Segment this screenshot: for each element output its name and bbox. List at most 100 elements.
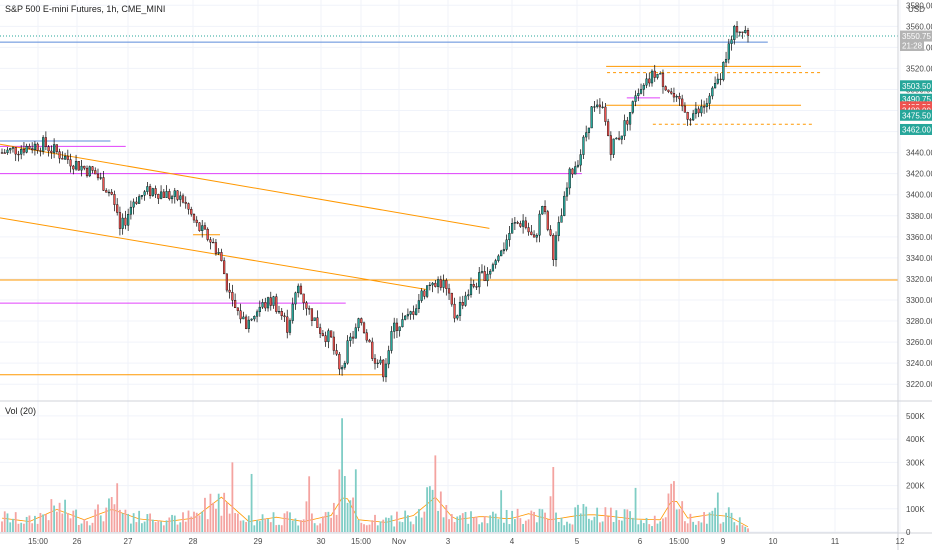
candle-body xyxy=(360,318,363,324)
candle-body xyxy=(261,302,264,308)
volume-bar xyxy=(239,520,242,532)
trend-line[interactable] xyxy=(0,217,427,290)
candle-body xyxy=(598,104,601,108)
candle-body xyxy=(661,73,665,87)
candle-body xyxy=(72,165,75,170)
volume-bar xyxy=(730,512,733,532)
volume-bar xyxy=(190,516,193,532)
candle-body xyxy=(524,220,527,228)
drawing-lines[interactable] xyxy=(0,41,898,376)
candle-body xyxy=(659,73,662,75)
candle-body xyxy=(406,314,410,317)
volume-bar xyxy=(308,476,311,532)
candle-body xyxy=(574,166,577,175)
volume-bar xyxy=(286,511,289,532)
candle-body xyxy=(192,213,196,221)
candle-body xyxy=(530,231,533,235)
volume-bar xyxy=(629,511,631,532)
volume-bar xyxy=(311,513,313,532)
candle-body xyxy=(560,215,563,223)
volume-bar xyxy=(305,501,308,532)
volume-bar xyxy=(280,525,283,532)
time-axis-labels[interactable]: 15:00 26 27 28 29 30 15:00 Nov 3 4 5 6 15:00 9 10 11 12 xyxy=(28,537,905,546)
volume-bar xyxy=(689,513,692,532)
volume-bar xyxy=(530,510,533,532)
candle-body xyxy=(338,353,341,370)
candle-body xyxy=(735,26,739,33)
candle-body xyxy=(593,106,596,108)
volume-bar xyxy=(228,513,231,532)
volume-bar xyxy=(382,519,385,532)
candle-body xyxy=(346,340,349,364)
candle-body xyxy=(713,83,717,89)
trend-line[interactable] xyxy=(0,143,490,229)
candle-body xyxy=(607,121,610,136)
volume-bar xyxy=(544,512,546,532)
candle-body xyxy=(672,93,676,98)
volume-bar xyxy=(256,520,258,532)
candle-body xyxy=(489,270,492,275)
candle-body xyxy=(362,322,366,333)
candle-body xyxy=(423,290,426,297)
volume-bar xyxy=(127,513,130,532)
candle-body xyxy=(324,335,327,342)
candle-body xyxy=(697,108,700,114)
candle-body xyxy=(14,147,17,155)
candle-body xyxy=(102,177,105,191)
volume-bar xyxy=(28,515,31,532)
volume-bar xyxy=(201,511,204,532)
candle-body xyxy=(138,196,141,204)
candle-body xyxy=(543,206,547,212)
candle-body xyxy=(420,290,423,301)
time-tick-label: 10 xyxy=(769,537,778,546)
candle-body xyxy=(63,155,67,160)
volume-bar xyxy=(398,521,401,532)
volume-bar xyxy=(420,517,423,532)
volume-bar xyxy=(267,518,269,532)
candle-body xyxy=(368,339,371,343)
volume-bar xyxy=(478,524,481,532)
volume-bar xyxy=(354,469,357,532)
price-tick-label: 3300.00 xyxy=(906,296,932,305)
candle-body xyxy=(617,137,621,140)
candle-body xyxy=(456,315,459,319)
volume-bar xyxy=(582,504,585,532)
candle-body xyxy=(220,252,223,261)
candle-body xyxy=(464,295,467,306)
candle-body xyxy=(255,311,259,317)
volume-bar xyxy=(670,483,673,532)
candle-body xyxy=(513,222,516,224)
candle-body xyxy=(708,95,711,104)
candle-body xyxy=(554,235,558,260)
candle-body xyxy=(149,186,152,196)
volume-bar xyxy=(601,521,604,532)
volume-bar xyxy=(162,525,165,532)
candle-body xyxy=(612,138,615,155)
candle-body xyxy=(39,150,42,152)
volume-bar xyxy=(278,524,280,532)
volume-bar xyxy=(297,525,300,532)
volume-bar xyxy=(483,516,486,532)
volume-bar xyxy=(445,505,448,532)
candle-body xyxy=(458,301,462,316)
volume-bar xyxy=(83,519,86,532)
candle-body xyxy=(253,316,256,320)
volume-bar xyxy=(453,522,456,532)
candle-body xyxy=(321,333,324,336)
candle-body xyxy=(692,113,695,121)
time-tick-label: 11 xyxy=(831,537,840,546)
price-tick-label: 3240.00 xyxy=(906,359,932,368)
candle-body xyxy=(442,280,445,288)
time-tick-label: 12 xyxy=(896,537,905,546)
candle-body xyxy=(716,78,719,84)
candle-body xyxy=(157,194,160,199)
volume-bar xyxy=(489,515,492,532)
volume-bar xyxy=(442,517,445,532)
volume-bar xyxy=(481,522,483,532)
volume-bar xyxy=(138,510,141,532)
candle-body xyxy=(727,43,730,60)
volume-bar xyxy=(36,523,39,532)
volume-bar xyxy=(645,517,648,532)
volume-bar xyxy=(703,512,706,532)
